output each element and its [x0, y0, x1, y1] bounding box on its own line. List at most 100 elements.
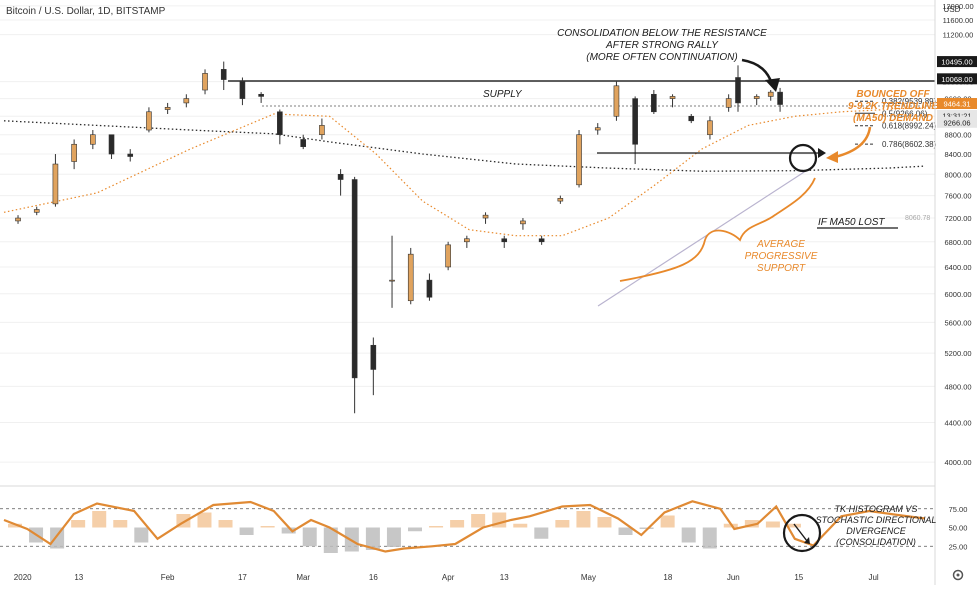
candle-body — [482, 214, 489, 219]
oscillator-pane: 25.00 50.00 75.00 — [0, 500, 968, 553]
osc-histogram-bar — [639, 527, 654, 529]
candle-body — [300, 139, 307, 147]
candle-body — [90, 134, 96, 145]
time-tick-label: 2020 — [14, 573, 32, 582]
consolidation-circle — [788, 143, 818, 173]
support-bracket — [619, 177, 816, 282]
tk-circle — [782, 513, 822, 553]
osc-histogram-bar — [429, 526, 444, 528]
candle-body — [777, 91, 783, 105]
supply-label: SUPPLY — [483, 89, 523, 100]
price-tick-label: 4800.00 — [944, 382, 971, 391]
osc-histogram-bar — [365, 527, 380, 550]
osc-histogram-bar — [471, 514, 486, 528]
candle-body — [725, 98, 732, 108]
osc-histogram-bar — [765, 521, 780, 528]
gear-icon[interactable] — [952, 569, 964, 581]
osc-histogram-bar — [113, 520, 128, 528]
consolidation-line-3: (MORE OFTEN CONTINUATION) — [586, 52, 737, 63]
ma-dark-line — [3, 120, 926, 172]
candle-body — [464, 238, 470, 243]
candle-body — [319, 125, 325, 136]
price-tag-label: 9266.06 — [943, 118, 970, 127]
price-tick-label: 8400.00 — [944, 150, 971, 159]
candles-layer — [15, 61, 783, 414]
candle-body — [15, 217, 21, 222]
tk-arrow — [793, 523, 808, 542]
time-tick-label: 13 — [500, 573, 509, 582]
price-axis[interactable]: 4000.00 4400.00 4800.00 5200.00 5600.00 6000.… — [934, 0, 974, 585]
osc-signal-line — [3, 500, 926, 553]
consolidation-line-1: CONSOLIDATION BELOW THE RESISTANCE — [557, 28, 767, 39]
osc-histogram-bar — [702, 527, 717, 549]
osc-histogram-bar — [513, 523, 528, 528]
currency-label: USD — [944, 5, 961, 14]
time-tick-label: Mar — [296, 573, 310, 582]
price-tag-box — [937, 110, 977, 122]
bounced-line-3: (MA50) DEMAND — [853, 113, 933, 124]
osc-histogram-bar — [660, 515, 675, 528]
osc-histogram-bar — [450, 520, 465, 528]
time-tick-label: 16 — [369, 573, 378, 582]
osc-histogram-bar — [555, 520, 570, 528]
tk-arrow-tip — [804, 537, 810, 544]
bounced-arrow — [834, 126, 872, 159]
price-tick-label: 8000.00 — [944, 170, 971, 179]
time-tick-label: 17 — [238, 573, 247, 582]
price-tick-label: 4400.00 — [944, 419, 971, 428]
osc-histogram-bar — [408, 527, 422, 532]
price-tag-label: 13:31:21 — [942, 112, 971, 121]
candle-body — [501, 238, 508, 243]
consolidation-arrow-tip — [765, 78, 780, 92]
candle-body — [520, 220, 526, 225]
candle-body — [389, 279, 395, 282]
candle-body — [407, 253, 414, 302]
candle-body — [669, 96, 676, 99]
price-tick-label: 7200.00 — [944, 214, 971, 223]
price-tag-box — [937, 98, 977, 110]
time-tick-label: Jun — [727, 573, 740, 582]
candle-body — [239, 81, 246, 99]
tk-line-1: TK HISTOGRAM VS — [835, 504, 918, 514]
support-line-3: SUPPORT — [757, 263, 806, 274]
candle-body — [183, 98, 190, 104]
candle-body — [753, 96, 760, 99]
osc-histogram-bar — [8, 523, 22, 528]
fib-level-label: 0.618(8992.24) — [882, 122, 937, 131]
candle-body — [651, 93, 657, 113]
candle-body — [127, 153, 134, 157]
osc-histogram-bar — [744, 520, 759, 528]
price-tag-box — [937, 56, 977, 68]
time-tick-label: 15 — [794, 573, 803, 582]
osc-tick-label: 50.00 — [949, 524, 968, 533]
candle-body — [52, 163, 59, 205]
price-tick-label: 12000.00 — [942, 2, 973, 11]
candle-body — [202, 73, 208, 91]
candle-body — [594, 127, 601, 131]
time-tick-label: Apr — [442, 573, 455, 582]
osc-histogram-bar — [197, 512, 212, 528]
chart-header: Bitcoin / U.S. Dollar, 1D, BITSTAMP USD — [6, 5, 961, 17]
candle-body — [164, 107, 171, 110]
candle-body — [632, 98, 638, 145]
candle-body — [146, 111, 152, 131]
osc-tick-label: 75.00 — [949, 505, 968, 514]
price-tag-box — [937, 116, 977, 128]
candle-body — [71, 143, 77, 162]
candle-body — [767, 91, 774, 97]
support-annotation: AVERAGE PROGRESSIVE SUPPORT — [619, 177, 818, 282]
osc-histogram-bar — [260, 526, 275, 528]
ma-orange-line — [3, 106, 926, 237]
osc-histogram-bar — [281, 527, 296, 534]
consolidation-annotation: CONSOLIDATION BELOW THE RESISTANCE AFTER… — [557, 28, 780, 92]
osc-histogram-bar — [71, 520, 86, 528]
osc-histogram-bar — [576, 511, 591, 528]
candle-body — [277, 111, 283, 136]
time-axis[interactable]: 2020 13 Feb 17 Mar 16 Apr 13 May 18 Jun 15 Jul — [14, 573, 879, 582]
candle-body — [33, 209, 40, 213]
candle-body — [576, 134, 582, 186]
candle-body — [426, 279, 433, 298]
